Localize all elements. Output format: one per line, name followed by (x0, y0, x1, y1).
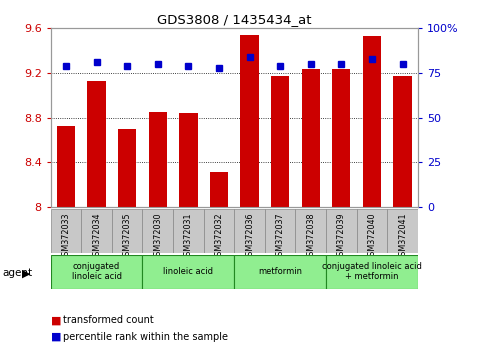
Bar (149, 112, 167, 207)
Text: conjugated linoleic acid
+ metformin: conjugated linoleic acid + metformin (322, 262, 422, 281)
Bar (241, 35, 259, 207)
Bar (234, 209, 265, 253)
Bar (179, 113, 198, 207)
Text: linoleic acid: linoleic acid (163, 267, 213, 276)
Text: GSM372037: GSM372037 (276, 212, 284, 261)
Bar (234, 255, 326, 289)
Text: ▶: ▶ (22, 268, 31, 278)
Bar (51, 255, 142, 289)
Bar (296, 209, 326, 253)
Bar (210, 172, 228, 207)
Text: GSM372038: GSM372038 (306, 212, 315, 261)
Bar (51, 209, 81, 253)
Text: GSM372040: GSM372040 (368, 212, 376, 261)
Bar (387, 209, 418, 253)
Bar (332, 69, 351, 207)
Text: GSM372030: GSM372030 (153, 212, 162, 261)
Text: GSM372041: GSM372041 (398, 212, 407, 261)
Bar (265, 209, 296, 253)
Text: GSM372036: GSM372036 (245, 212, 254, 261)
Bar (363, 36, 381, 207)
Text: ■: ■ (51, 315, 61, 325)
Bar (356, 209, 387, 253)
Text: GSM372031: GSM372031 (184, 212, 193, 261)
Text: GSM372035: GSM372035 (123, 212, 132, 261)
Title: GDS3808 / 1435434_at: GDS3808 / 1435434_at (157, 13, 312, 26)
Bar (301, 69, 320, 207)
Bar (81, 209, 112, 253)
Bar (118, 129, 136, 207)
Bar (87, 81, 106, 207)
Text: ■: ■ (51, 332, 61, 342)
Text: GSM372039: GSM372039 (337, 212, 346, 261)
Bar (112, 209, 142, 253)
Text: GSM372034: GSM372034 (92, 212, 101, 261)
Bar (326, 255, 418, 289)
Text: percentile rank within the sample: percentile rank within the sample (63, 332, 228, 342)
Text: GSM372033: GSM372033 (61, 212, 71, 261)
Bar (142, 255, 234, 289)
Text: metformin: metformin (258, 267, 302, 276)
Text: GSM372032: GSM372032 (214, 212, 224, 261)
Bar (271, 76, 289, 207)
Text: conjugated
linoleic acid: conjugated linoleic acid (71, 262, 122, 281)
Bar (173, 209, 204, 253)
Text: agent: agent (2, 268, 32, 278)
Bar (204, 209, 234, 253)
Bar (57, 126, 75, 207)
Bar (326, 209, 356, 253)
Text: transformed count: transformed count (63, 315, 154, 325)
Bar (393, 76, 412, 207)
Bar (142, 209, 173, 253)
